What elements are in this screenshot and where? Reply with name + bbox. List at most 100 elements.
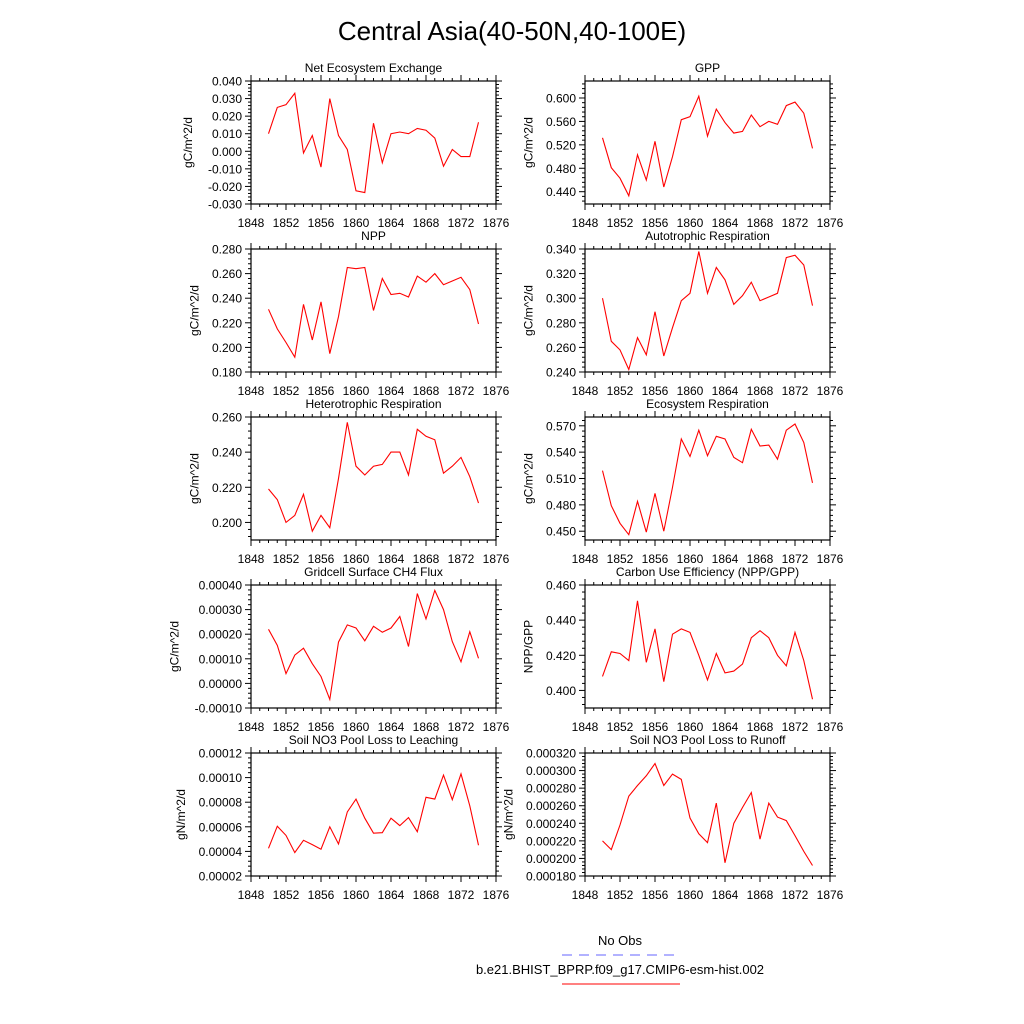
panel-3: 1848 1852 1856 1860 1864 1868 1872 1876 0.180 0.2… [188, 229, 510, 398]
x-tick-label: 1860 [343, 216, 370, 230]
x-tick-label: 1872 [782, 216, 809, 230]
x-tick-label: 1848 [238, 384, 265, 398]
series-line [601, 423, 814, 536]
x-tick-label: 1848 [572, 720, 599, 734]
y-axis-label: gC/m^2/d [522, 117, 536, 168]
panel-title: Net Ecosystem Exchange [305, 61, 443, 75]
x-tick-label: 1856 [308, 384, 335, 398]
x-tick-label: 1876 [817, 384, 844, 398]
y-tick-label: 0.280 [546, 316, 576, 330]
x-tick-label: 1860 [343, 888, 370, 902]
y-tick-label: 0.000240 [526, 817, 576, 831]
y-tick-label: 0.000320 [526, 747, 576, 761]
x-tick-label: 1864 [378, 552, 405, 566]
panel-title: Carbon Use Efficiency (NPP/GPP) [616, 565, 799, 579]
x-tick-label: 1868 [747, 888, 774, 902]
plot-frame [584, 416, 831, 541]
x-tick-label: 1848 [238, 720, 265, 734]
x-tick-label: 1852 [607, 720, 634, 734]
x-tick-label: 1876 [817, 552, 844, 566]
y-tick-label: 0.440 [546, 614, 576, 628]
y-tick-label: 0.260 [546, 341, 576, 355]
x-tick-label: 1868 [413, 216, 440, 230]
x-tick-label: 1852 [607, 552, 634, 566]
x-tick-label: 1872 [448, 552, 475, 566]
y-tick-label: 0.200 [212, 516, 242, 530]
panel-10: 1848 1852 1856 1860 1864 1868 1872 1876 0.000180… [501, 733, 843, 902]
y-tick-label: 0.000220 [526, 834, 576, 848]
y-tick-label: -0.030 [208, 198, 242, 212]
series-line [268, 588, 480, 702]
series-line [601, 251, 814, 372]
x-tick-label: 1868 [747, 720, 774, 734]
y-tick-label: 0.000260 [526, 799, 576, 813]
x-tick-label: 1864 [712, 384, 739, 398]
plot-frame [584, 80, 831, 205]
series-line [602, 762, 813, 866]
x-tick-label: 1868 [747, 384, 774, 398]
y-tick-label: 0.00012 [199, 747, 243, 761]
x-tick-label: 1852 [607, 216, 634, 230]
x-tick-label: 1848 [238, 552, 265, 566]
y-tick-label: 0.400 [546, 684, 576, 698]
plot-frame [584, 752, 831, 877]
y-tick-label: 0.000300 [526, 764, 576, 778]
y-tick-label: 0.240 [212, 446, 242, 460]
x-tick-label: 1852 [607, 384, 634, 398]
x-tick-label: 1876 [817, 888, 844, 902]
x-tick-label: 1868 [413, 384, 440, 398]
y-axis-label: gN/m^2/d [174, 789, 188, 840]
x-tick-label: 1860 [677, 888, 704, 902]
x-tick-label: 1856 [308, 888, 335, 902]
x-tick-label: 1872 [782, 720, 809, 734]
y-tick-label: -0.020 [208, 180, 242, 194]
series-line [268, 422, 480, 533]
panels: 1848 1852 1856 1860 1864 1868 1872 1876 -0.030 -0… [167, 61, 843, 902]
x-tick-label: 1876 [483, 384, 510, 398]
y-tick-label: 0.000280 [526, 782, 576, 796]
y-tick-label: 0.570 [546, 419, 576, 433]
y-axis-label: gC/m^2/d [522, 453, 536, 504]
series-line [267, 91, 480, 194]
y-tick-label: 0.540 [546, 446, 576, 460]
legend: No Obs b.e21.BHIST_BPRP.f09_g17.CMIP6-esm… [476, 933, 764, 985]
x-tick-label: 1868 [413, 720, 440, 734]
x-tick-label: 1876 [483, 552, 510, 566]
x-tick-label: 1864 [712, 552, 739, 566]
panel-title: Autotrophic Respiration [645, 229, 770, 243]
panel-title: Ecosystem Respiration [646, 397, 769, 411]
x-tick-label: 1856 [642, 216, 669, 230]
panel-title: Gridcell Surface CH4 Flux [304, 565, 443, 579]
x-tick-label: 1864 [712, 888, 739, 902]
x-tick-label: 1860 [677, 720, 704, 734]
x-tick-label: 1856 [308, 720, 335, 734]
y-tick-label: 0.300 [546, 292, 576, 306]
x-tick-label: 1868 [747, 552, 774, 566]
series-line [267, 772, 480, 854]
legend-label-obs: No Obs [598, 933, 643, 948]
x-tick-label: 1860 [677, 552, 704, 566]
panel-title: Heterotrophic Respiration [305, 397, 441, 411]
x-tick-label: 1848 [572, 552, 599, 566]
x-tick-label: 1864 [712, 216, 739, 230]
y-axis-label: gN/m^2/d [501, 789, 515, 840]
y-tick-label: 0.510 [546, 472, 576, 486]
x-tick-label: 1852 [273, 216, 300, 230]
y-axis-label: gC/m^2/d [522, 285, 536, 336]
panel-title: NPP [361, 229, 386, 243]
x-tick-label: 1864 [712, 720, 739, 734]
legend-label-model: b.e21.BHIST_BPRP.f09_g17.CMIP6-esm-hist.… [476, 962, 764, 977]
x-tick-label: 1848 [572, 216, 599, 230]
panel-6: 1848 1852 1856 1860 1864 1868 1872 1876 0.450 0.4… [522, 397, 844, 566]
x-tick-label: 1864 [378, 384, 405, 398]
x-tick-label: 1860 [677, 216, 704, 230]
x-tick-label: 1864 [378, 720, 405, 734]
x-tick-label: 1876 [817, 216, 844, 230]
y-tick-label: 0.260 [212, 267, 242, 281]
x-tick-label: 1860 [343, 720, 370, 734]
y-tick-label: 0.340 [546, 243, 576, 257]
y-tick-label: 0.00020 [199, 628, 243, 642]
x-tick-label: 1848 [238, 216, 265, 230]
y-tick-label: -0.010 [208, 162, 242, 176]
x-tick-label: 1868 [413, 888, 440, 902]
